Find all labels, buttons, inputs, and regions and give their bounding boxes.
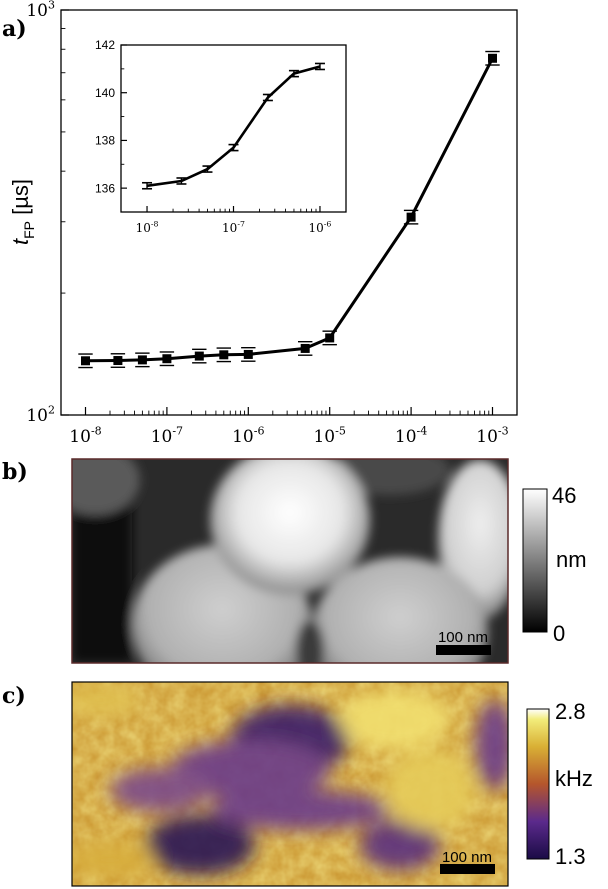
main-data-point [159,351,175,367]
main-x-tick-label: 10-7 [151,424,183,447]
topography-frame [71,458,509,664]
inset-data-point [228,143,239,152]
main-data-point [110,353,126,368]
main-data-point [192,348,207,364]
main-y-tick-label: 103 [26,0,55,21]
scale-bar-b [436,645,491,655]
panel-label-a: a) [2,16,27,42]
main-data-point [241,346,256,362]
inset-data-point [262,93,273,102]
inset-x-tick-label: 10-8 [136,220,159,235]
colorbar-c-unit: kHz [555,766,593,791]
colorbar-c-max: 2.8 [555,699,586,724]
main-x-tick-label: 10-5 [313,424,345,447]
main-x-ticks: 10-8 10-7 10-6 10-5 10-4 10-3 [69,407,509,447]
inset-y-tick-label: 142 [95,38,115,52]
main-x-tick-label: 10-4 [395,424,427,447]
colorbar-b-unit: nm [556,547,587,572]
main-x-tick-label: 10-6 [232,424,264,447]
panel-label-b: b) [2,459,28,485]
colorbar-b-gradient [522,488,548,633]
colorbar-c-gradient [526,708,550,860]
inset-y-ticks: 136 138 140 142 [95,38,127,213]
main-data-point [135,352,150,368]
main-data-points [78,50,500,369]
frequency-image: 100 nm [71,681,509,887]
inset-data-point [176,177,187,185]
colorbar-c-min: 1.3 [555,844,586,869]
inset-x-ticks: 10-8 10-7 10-6 [136,206,332,235]
inset-data-point [288,69,299,78]
main-plot-frame [60,9,518,416]
main-y-tick-label: 102 [26,403,55,426]
main-chart: 10-8 10-7 10-6 10-5 10-4 10-3 102 103 tFP [µs] [8,0,518,447]
colorbar-c: 2.8 kHz 1.3 [526,699,593,869]
main-y-axis-label: tFP [µs] [8,179,37,245]
main-data-point [485,50,500,66]
colorbar-b-min: 0 [553,621,565,646]
inset-y-tick-label: 138 [95,134,115,148]
scale-bar-b-label: 100 nm [438,629,488,646]
inset-x-tick-label: 10-7 [222,220,245,235]
colorbar-b: 46 nm 0 [522,483,587,646]
main-y-ticks: 102 103 [26,0,69,426]
frequency-frame [71,681,509,887]
scale-bar-c [440,864,495,874]
colorbar-b-max: 46 [552,483,576,508]
main-x-tick-label: 10-3 [476,424,508,447]
inset-y-tick-label: 136 [95,181,115,195]
topography-image: 100 nm [71,458,509,664]
inset-data-points [142,62,325,190]
inset-x-tick-label: 10-6 [309,220,332,235]
inset-data-point [314,62,325,71]
inset-chart: 10-8 10-7 10-6 136 138 140 142 [95,38,347,235]
main-data-point [322,330,337,346]
inset-plot-frame [120,44,347,213]
main-data-point [297,340,313,356]
inset-data-point [142,181,153,190]
main-x-tick-label: 10-8 [69,424,101,447]
main-data-point [403,209,419,225]
panel-label-c: c) [2,683,26,709]
main-data-point [216,347,231,363]
inset-data-point [202,165,213,173]
inset-y-tick-label: 140 [95,86,115,100]
scale-bar-c-label: 100 nm [442,849,492,866]
main-data-point [78,353,93,369]
